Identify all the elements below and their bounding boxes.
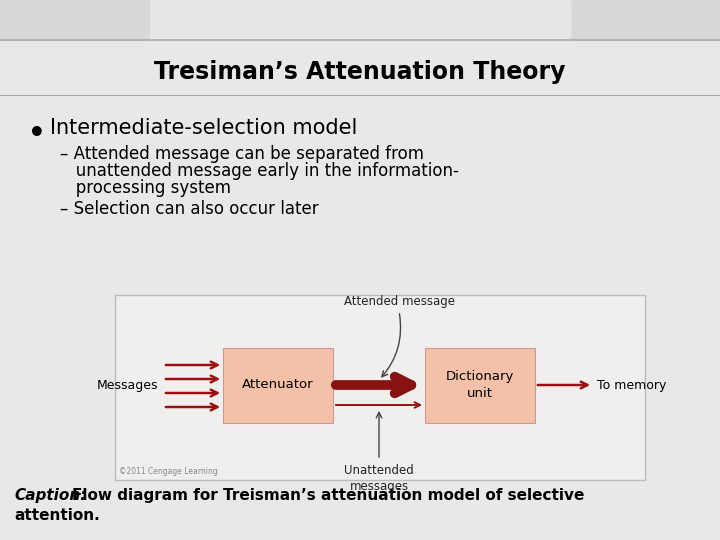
- Text: •: •: [28, 120, 46, 148]
- Text: processing system: processing system: [60, 179, 231, 197]
- Text: Caption:: Caption:: [14, 488, 86, 503]
- Text: – Attended message can be separated from: – Attended message can be separated from: [60, 145, 424, 163]
- Text: Tresiman’s Attenuation Theory: Tresiman’s Attenuation Theory: [154, 60, 566, 84]
- Text: To memory: To memory: [597, 379, 667, 392]
- Bar: [425, 348, 535, 422]
- Bar: [0, 0, 720, 40]
- Text: Attended message: Attended message: [343, 295, 454, 308]
- Text: Attenuator: Attenuator: [242, 379, 314, 392]
- Text: Flow diagram for Treisman’s attenuation model of selective: Flow diagram for Treisman’s attenuation …: [72, 488, 585, 503]
- Text: – Selection can also occur later: – Selection can also occur later: [60, 200, 319, 218]
- Text: Intermediate-selection model: Intermediate-selection model: [50, 118, 357, 138]
- Bar: [150, 0, 570, 40]
- Text: ©2011 Cengage Learning: ©2011 Cengage Learning: [119, 467, 217, 476]
- Text: Messages: Messages: [96, 379, 158, 392]
- Text: unattended message early in the information-: unattended message early in the informat…: [60, 162, 459, 180]
- Bar: [115, 295, 645, 480]
- Text: attention.: attention.: [14, 508, 100, 523]
- Text: Dictionary
unit: Dictionary unit: [446, 370, 514, 400]
- Bar: [223, 348, 333, 422]
- Text: Unattended
messages: Unattended messages: [344, 464, 414, 493]
